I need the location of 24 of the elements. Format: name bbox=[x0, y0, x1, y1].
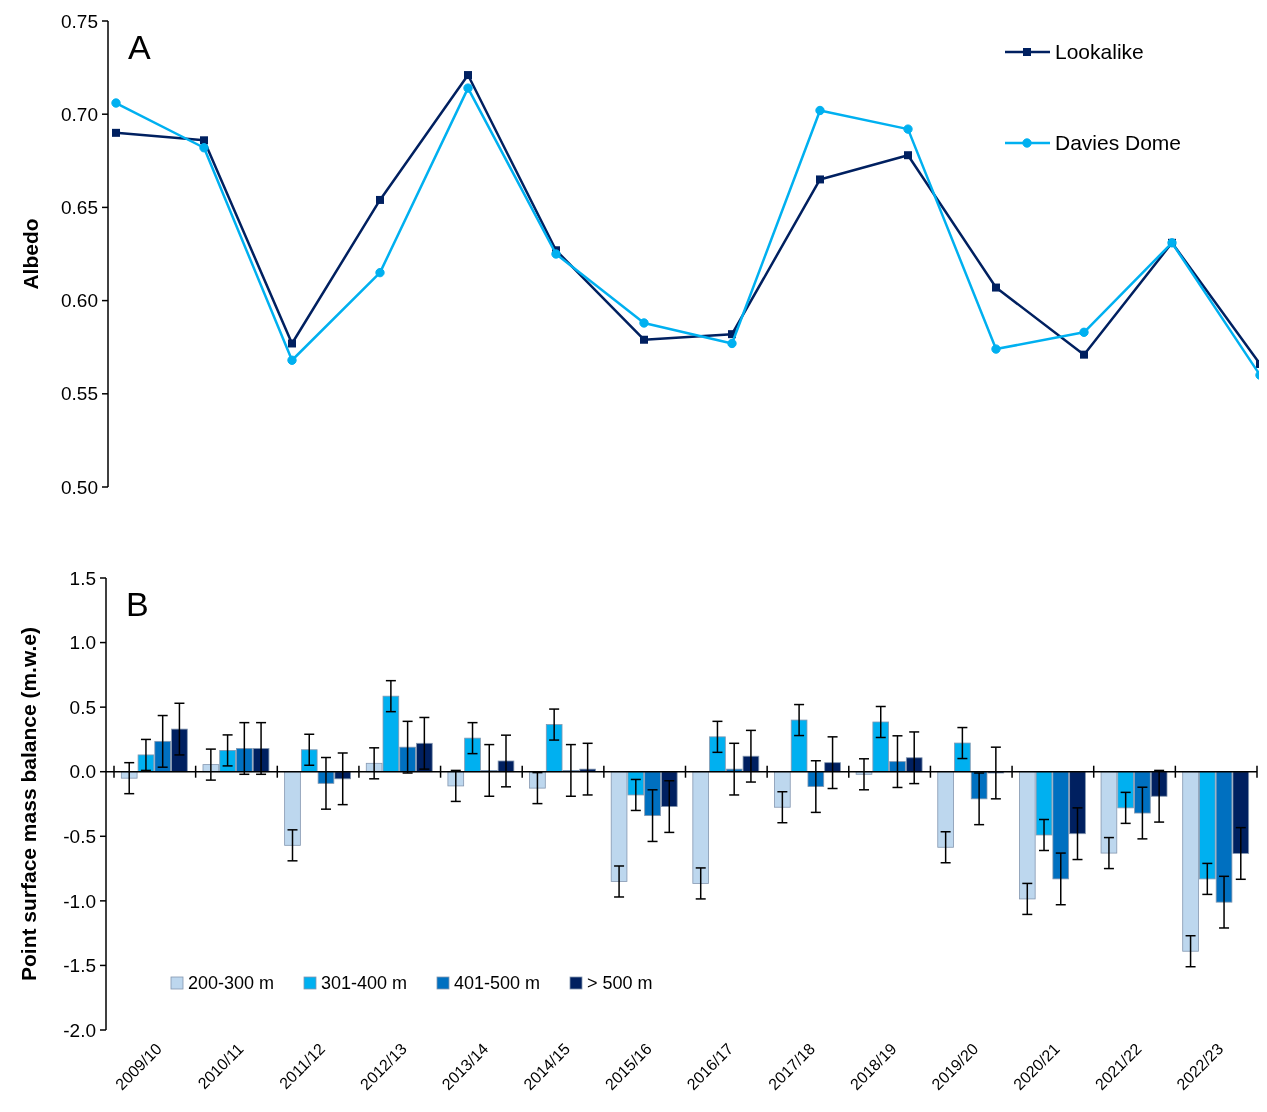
y-tick-label: 0.75 bbox=[61, 10, 98, 32]
annotation: B bbox=[126, 585, 149, 623]
annotation: A bbox=[128, 28, 151, 66]
y-tick-label: 0.55 bbox=[61, 383, 98, 405]
y-tick-label: 0.5 bbox=[69, 696, 96, 718]
legend-label: > 500 m bbox=[587, 973, 653, 994]
y-tick-label: 1.0 bbox=[69, 632, 96, 654]
y-tick-label: 0.60 bbox=[61, 290, 98, 312]
y-tick-label: -0.5 bbox=[63, 825, 96, 847]
y-tick-label: 0.0 bbox=[69, 761, 96, 783]
y-tick-label: 0.70 bbox=[61, 103, 98, 125]
y-tick-label: -1.5 bbox=[63, 955, 96, 977]
legend-label: 200-300 m bbox=[188, 973, 275, 994]
y-tick-label: 0.65 bbox=[61, 197, 98, 219]
legend-label: Lookalike bbox=[1055, 40, 1144, 64]
y-tick-label: -1.0 bbox=[63, 890, 96, 912]
y-tick-label: 1.5 bbox=[69, 567, 96, 589]
y-axis-title: Point surface mass balance (m.w.e) bbox=[17, 626, 40, 982]
y-axis-title: Albedo bbox=[19, 218, 42, 290]
y-tick-label: -2.0 bbox=[63, 1019, 96, 1041]
y-tick-label: 0.50 bbox=[61, 476, 98, 498]
legend-label: 401-500 m bbox=[454, 973, 541, 994]
legend-label: 301-400 m bbox=[321, 973, 408, 994]
legend-label: Davies Dome bbox=[1055, 131, 1182, 155]
